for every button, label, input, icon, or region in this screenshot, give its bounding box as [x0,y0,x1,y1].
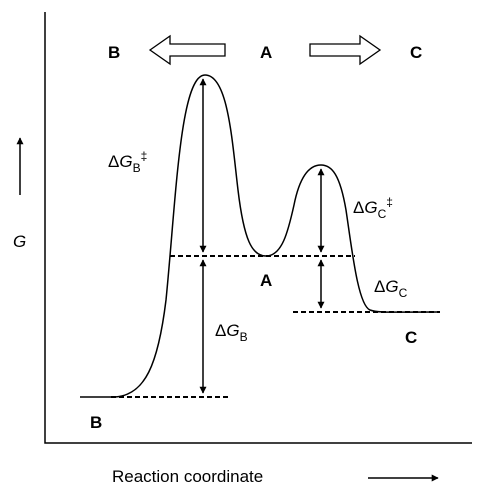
label-dg-b-dagger: ΔGB‡ [108,149,147,175]
x-axis-label: Reaction coordinate [112,467,263,486]
g-axis-label: G [13,232,26,251]
label-dg-b: ΔGB [215,321,248,344]
hollow-arrow-right [309,34,382,66]
label-dg-c-dagger: ΔGC‡ [353,195,393,221]
state-label-b: B [90,413,102,432]
direction-label-b: B [108,43,120,62]
hollow-arrow-left [148,34,226,66]
axes-frame [44,12,472,444]
direction-label-a: A [260,43,272,62]
state-label-a: A [260,271,272,290]
state-label-c: C [405,328,417,347]
energy-profile-curve [80,74,441,398]
direction-label-c: C [410,43,422,62]
label-dg-c: ΔGC [374,277,408,300]
